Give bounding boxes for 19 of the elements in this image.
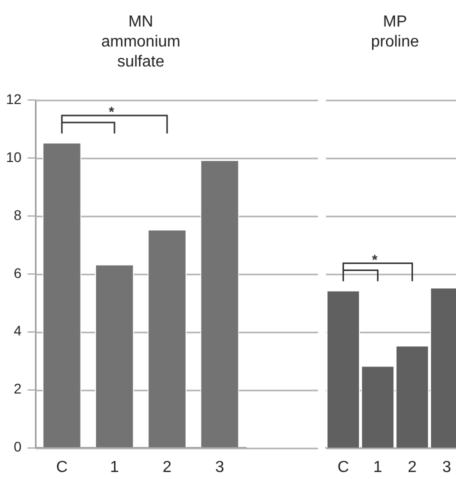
y-tick-label: 4 <box>14 322 22 339</box>
x-tick-label: 3 <box>215 458 224 476</box>
y-tick-label: 8 <box>14 206 22 223</box>
x-tick-label: 3 <box>442 458 452 476</box>
x-tick-label: 1 <box>110 458 120 476</box>
x-tick-label: C <box>337 458 350 476</box>
chart-title: MN ammonium sulfate <box>101 13 180 70</box>
y-tick-label: 0 <box>14 438 22 455</box>
annotation: * <box>108 103 115 120</box>
x-tick-label: 2 <box>408 458 417 476</box>
chart-title: MP proline <box>370 13 420 50</box>
x-tick-label: 1 <box>373 458 382 476</box>
y-tick-label: 12 <box>6 90 22 107</box>
y-tick-label: 6 <box>14 264 22 281</box>
y-tick-label: 2 <box>14 380 22 397</box>
x-tick-label: 2 <box>162 458 172 476</box>
y-tick-label: 10 <box>6 148 22 165</box>
annotation: * <box>372 251 378 268</box>
x-tick-label: C <box>56 458 68 476</box>
